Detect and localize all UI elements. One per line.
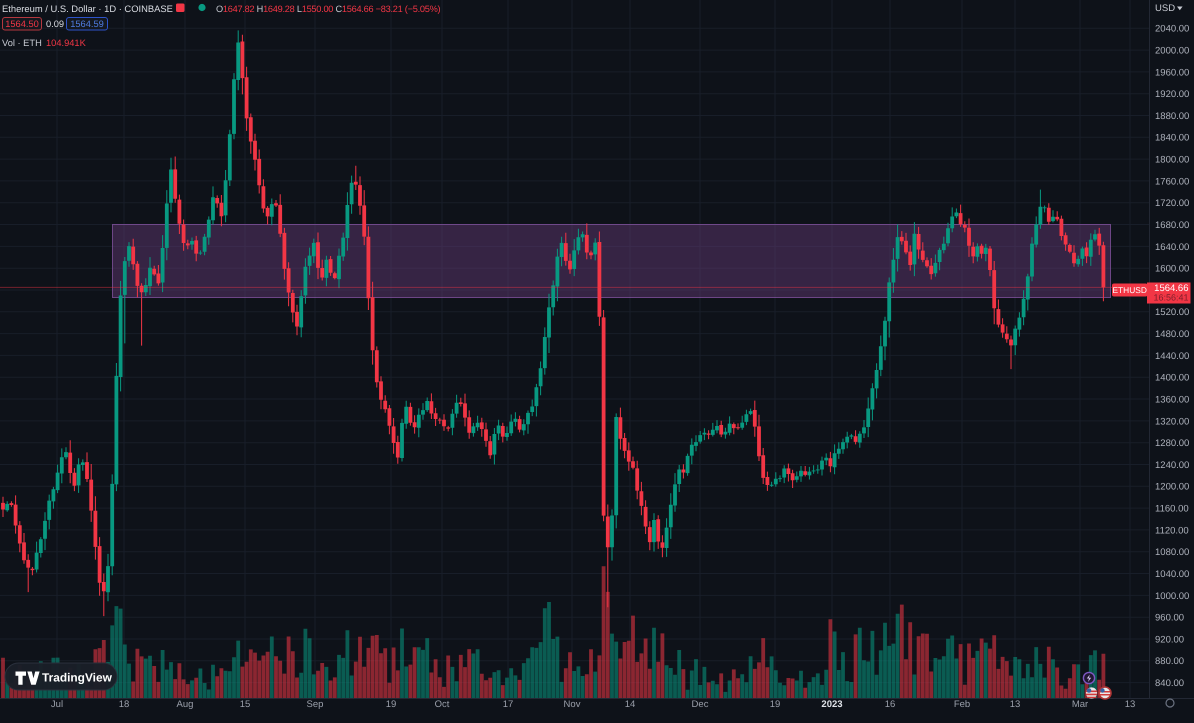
svg-text:Ethereum / U.S. Dollar · 1D ·: Ethereum / U.S. Dollar · 1D · COINBASE xyxy=(2,3,173,14)
svg-text:1564.59: 1564.59 xyxy=(70,19,104,29)
svg-text:0.09: 0.09 xyxy=(46,19,64,29)
svg-text:Vol · ETH: Vol · ETH xyxy=(2,38,42,48)
svg-text:Feb: Feb xyxy=(954,699,970,710)
svg-text:18: 18 xyxy=(119,699,130,710)
svg-text:1800.00: 1800.00 xyxy=(1155,155,1189,166)
svg-text:920.00: 920.00 xyxy=(1155,634,1184,645)
svg-text:Aug: Aug xyxy=(177,699,194,710)
svg-text:1960.00: 1960.00 xyxy=(1155,67,1189,78)
svg-text:104.941K: 104.941K xyxy=(46,38,87,48)
svg-text:Mar: Mar xyxy=(1072,699,1088,710)
svg-text:1160.00: 1160.00 xyxy=(1155,504,1189,515)
svg-text:1680.00: 1680.00 xyxy=(1155,220,1189,231)
svg-text:1120.00: 1120.00 xyxy=(1155,525,1189,536)
svg-text:Sep: Sep xyxy=(307,699,324,710)
svg-text:Dec: Dec xyxy=(692,699,709,710)
svg-text:1760.00: 1760.00 xyxy=(1155,176,1189,187)
svg-text:TradingView: TradingView xyxy=(42,671,113,685)
svg-text:1640.00: 1640.00 xyxy=(1155,242,1189,253)
svg-text:15: 15 xyxy=(240,699,251,710)
svg-text:960.00: 960.00 xyxy=(1155,613,1184,624)
svg-text:1040.00: 1040.00 xyxy=(1155,569,1189,580)
svg-text:19: 19 xyxy=(386,699,397,710)
svg-text:Jul: Jul xyxy=(51,699,63,710)
svg-text:17: 17 xyxy=(503,699,514,710)
svg-text:880.00: 880.00 xyxy=(1155,656,1184,667)
svg-text:1280.00: 1280.00 xyxy=(1155,438,1189,449)
svg-text:1920.00: 1920.00 xyxy=(1155,89,1189,100)
svg-text:1000.00: 1000.00 xyxy=(1155,591,1189,602)
svg-text:ETHUSD: ETHUSD xyxy=(1112,285,1146,295)
svg-text:1480.00: 1480.00 xyxy=(1155,329,1189,340)
svg-text:2040.00: 2040.00 xyxy=(1155,24,1189,35)
svg-text:2000.00: 2000.00 xyxy=(1155,46,1189,57)
svg-text:USD: USD xyxy=(1155,3,1175,14)
svg-text:1360.00: 1360.00 xyxy=(1155,394,1189,405)
svg-text:1080.00: 1080.00 xyxy=(1155,547,1189,558)
svg-text:1200.00: 1200.00 xyxy=(1155,482,1189,493)
svg-text:14: 14 xyxy=(625,699,636,710)
svg-text:1600.00: 1600.00 xyxy=(1155,264,1189,275)
svg-text:O1647.82 H1649.28 L1550.00 C15: O1647.82 H1649.28 L1550.00 C1564.66 −83.… xyxy=(216,4,441,14)
svg-text:1400.00: 1400.00 xyxy=(1155,373,1189,384)
svg-text:16:56:41: 16:56:41 xyxy=(1153,293,1188,303)
svg-text:1840.00: 1840.00 xyxy=(1155,133,1189,144)
svg-text:1440.00: 1440.00 xyxy=(1155,351,1189,362)
svg-text:1720.00: 1720.00 xyxy=(1155,198,1189,209)
svg-text:2023: 2023 xyxy=(821,699,842,710)
svg-text:1320.00: 1320.00 xyxy=(1155,416,1189,427)
svg-text:19: 19 xyxy=(770,699,781,710)
svg-text:1564.66: 1564.66 xyxy=(1154,283,1188,294)
svg-text:1520.00: 1520.00 xyxy=(1155,307,1189,318)
svg-text:1880.00: 1880.00 xyxy=(1155,111,1189,122)
svg-text:Oct: Oct xyxy=(435,699,450,710)
svg-text:13: 13 xyxy=(1125,699,1136,710)
svg-text:840.00: 840.00 xyxy=(1155,678,1184,689)
svg-text:Nov: Nov xyxy=(564,699,581,710)
svg-text:1240.00: 1240.00 xyxy=(1155,460,1189,471)
svg-text:13: 13 xyxy=(1010,699,1021,710)
svg-text:1564.50: 1564.50 xyxy=(5,19,39,29)
svg-text:16: 16 xyxy=(885,699,896,710)
